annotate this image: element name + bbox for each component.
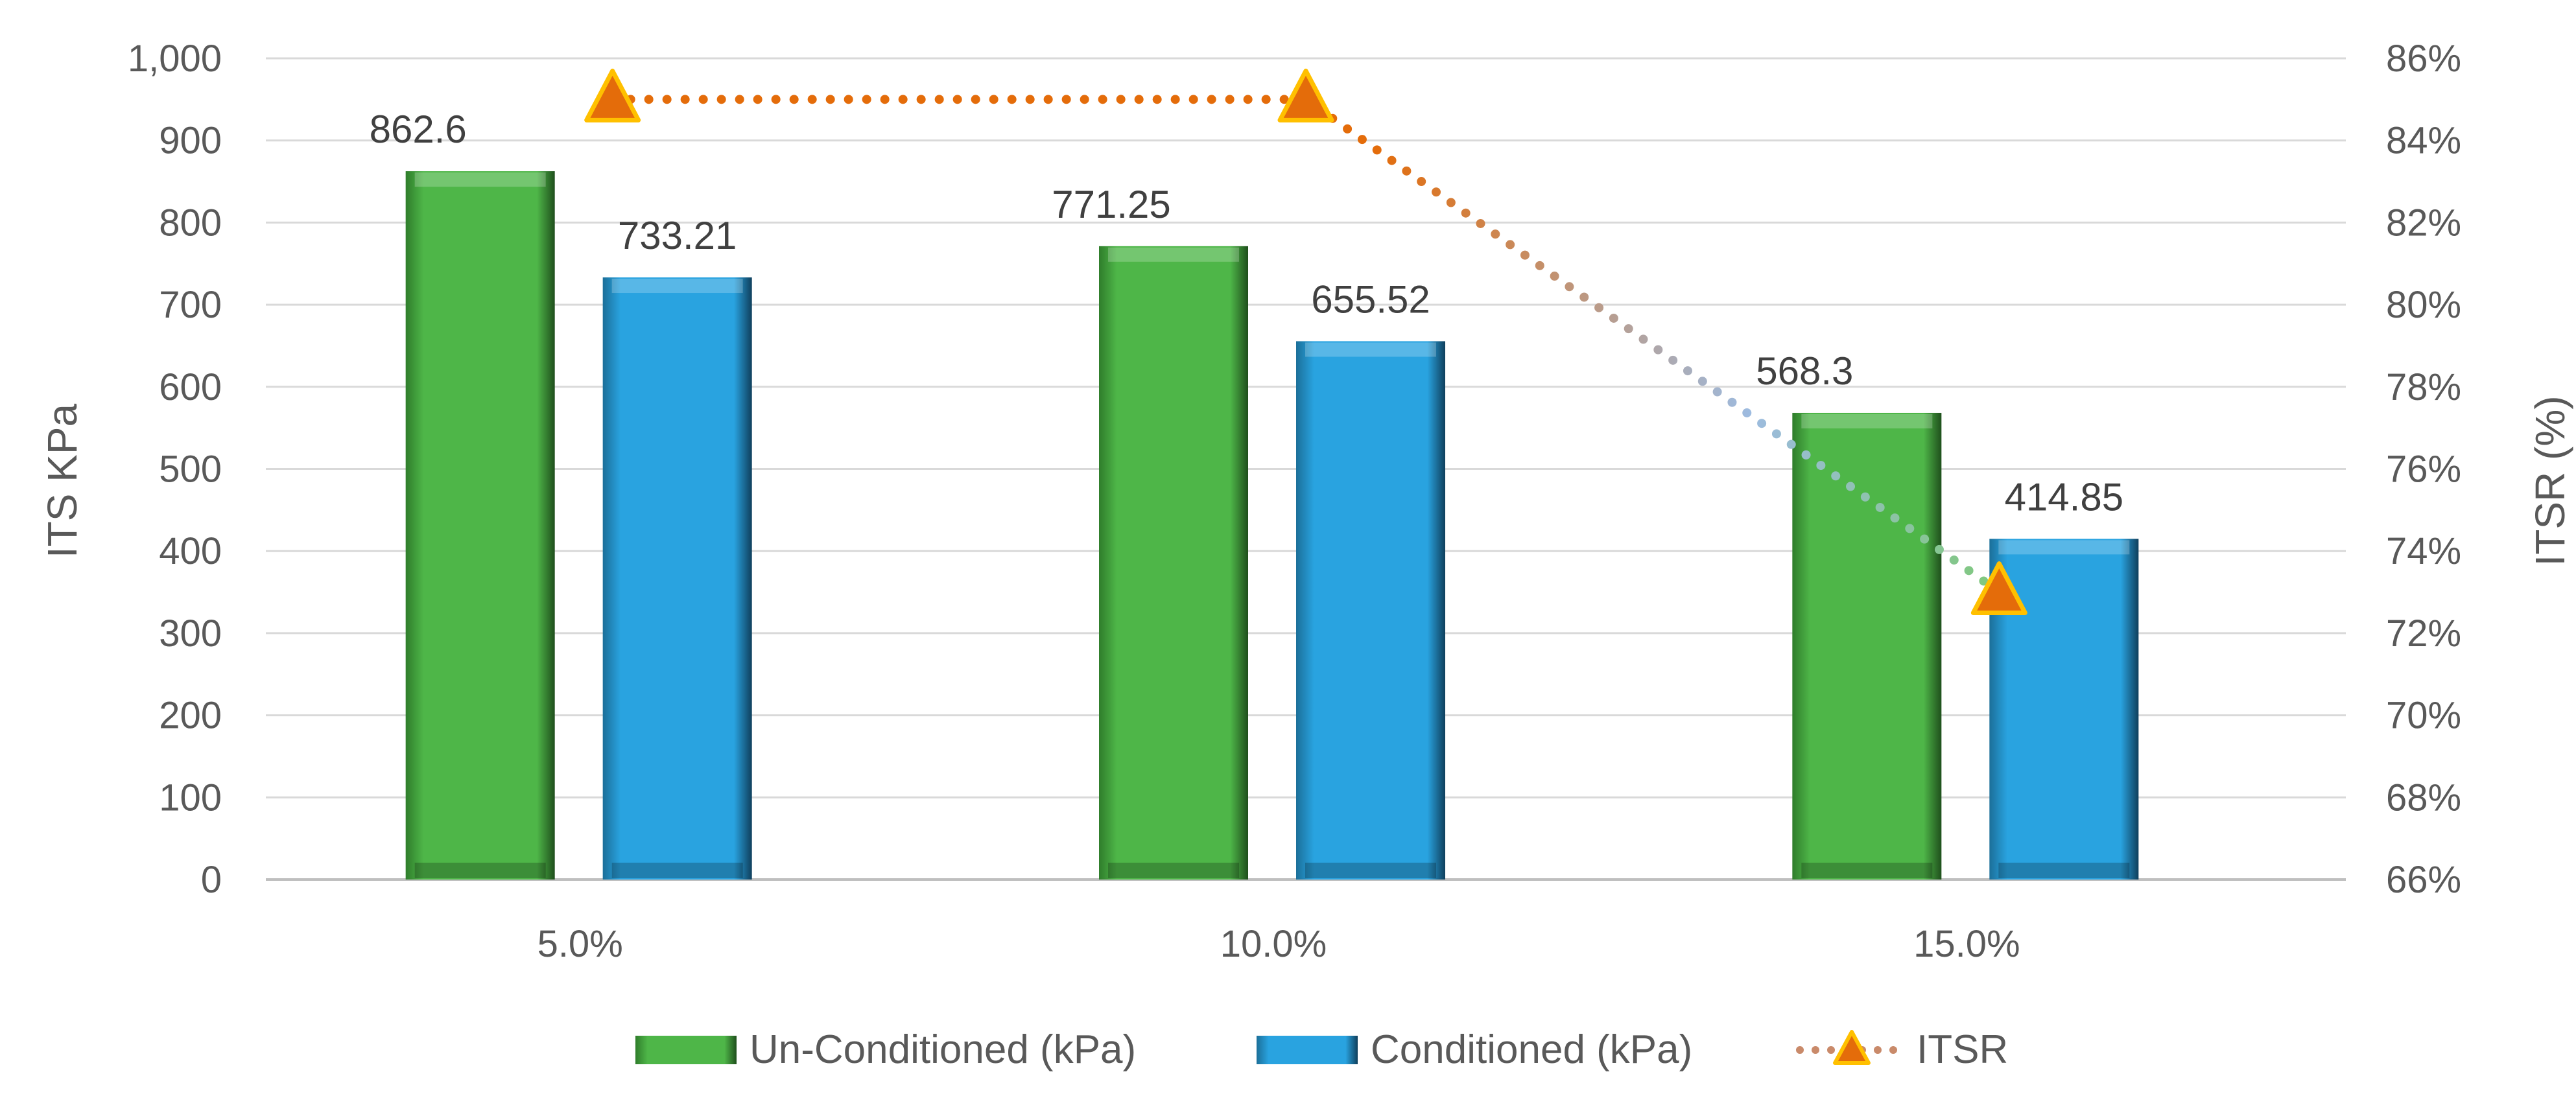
bar-conditioned-bevel-top [1998, 540, 2130, 555]
legend: Un-Conditioned (kPa) Conditioned (kPa) I… [635, 1027, 2008, 1072]
bar-unconditioned-bevel-top [1801, 414, 1933, 428]
y-axis-title: ITS KPa [39, 403, 86, 558]
bar-unconditioned [1792, 412, 1942, 880]
y2-tick-label: 72% [2386, 612, 2461, 655]
bar-data-label: 655.52 [1311, 277, 1430, 321]
legend-swatch-itsr-marker [1833, 1030, 1871, 1065]
y2-tick-label: 74% [2386, 530, 2461, 572]
y2-tick-label: 68% [2386, 776, 2461, 819]
bar-conditioned-bevel-bottom [611, 863, 743, 878]
bar-data-label: 414.85 [2005, 475, 2124, 519]
x-tick-label: 5.0% [538, 923, 623, 965]
y2-tick-label: 66% [2386, 859, 2461, 901]
y-tick-label: 800 [159, 202, 222, 244]
x-axis-ticks: 5.0% 10.0% 15.0% [538, 923, 2020, 965]
y2-tick-label: 86% [2386, 38, 2461, 80]
bar-conditioned-bevel-bottom [1305, 863, 1436, 878]
y2-axis-title: ITSR (%) [2527, 395, 2573, 566]
bar-unconditioned-bevel-top [414, 172, 546, 187]
y2-tick-label: 84% [2386, 120, 2461, 162]
bar-unconditioned-bevel-bottom [1801, 863, 1933, 878]
bar-conditioned [602, 277, 752, 880]
y-tick-label: 900 [159, 120, 222, 162]
bar-conditioned-bevel-bottom [1998, 863, 2130, 878]
legend-label-unconditioned: Un-Conditioned (kPa) [750, 1027, 1136, 1072]
bar-unconditioned-bevel-top [1108, 247, 1239, 262]
bar-data-label: 733.21 [618, 214, 737, 257]
y-tick-label: 600 [159, 366, 222, 408]
y2-tick-label: 80% [2386, 284, 2461, 326]
y-tick-label: 100 [159, 776, 222, 819]
y2-tick-label: 82% [2386, 202, 2461, 244]
legend-swatch-conditioned [1257, 1036, 1358, 1064]
itsr-marker [1970, 561, 2027, 616]
y2-axis-ticks: 66% 68% 70% 72% 74% 76% 78% 80% 82% 84% 86% [2386, 38, 2461, 901]
bar-unconditioned-bevel-bottom [1108, 863, 1239, 878]
y2-tick-label: 76% [2386, 449, 2461, 491]
y-tick-label: 700 [159, 284, 222, 326]
itsr-marker [1277, 68, 1334, 122]
y-tick-label: 400 [159, 530, 222, 572]
bar-unconditioned [1099, 246, 1248, 880]
bars [405, 171, 2139, 880]
y-tick-label: 1,000 [128, 38, 222, 80]
legend-item-unconditioned: Un-Conditioned (kPa) [635, 1027, 1136, 1072]
bar-data-label: 862.6 [370, 108, 467, 151]
y-tick-label: 200 [159, 695, 222, 737]
y2-tick-label: 70% [2386, 695, 2461, 737]
legend-item-itsr: ITSR [1796, 1027, 2008, 1072]
x-tick-label: 15.0% [1913, 923, 2020, 965]
bar-conditioned [1296, 341, 1445, 880]
legend-item-conditioned: Conditioned (kPa) [1257, 1027, 1692, 1072]
y-tick-label: 0 [201, 859, 222, 901]
y2-tick-label: 78% [2386, 366, 2461, 408]
legend-label-itsr: ITSR [1917, 1027, 2008, 1072]
bar-data-label: 568.3 [1756, 349, 1853, 393]
x-tick-label: 10.0% [1220, 923, 1327, 965]
y-axis-ticks: 0 100 200 300 400 500 600 700 800 900 1,000 [128, 38, 222, 901]
itsr-series [584, 68, 2027, 616]
y-tick-label: 500 [159, 449, 222, 491]
itsr-marker [584, 68, 641, 122]
bar-conditioned-bevel-top [611, 279, 743, 294]
legend-swatch-unconditioned [635, 1036, 737, 1064]
y-tick-label: 300 [159, 612, 222, 655]
legend-label-conditioned: Conditioned (kPa) [1371, 1027, 1692, 1072]
bar-unconditioned-bevel-bottom [414, 863, 546, 878]
bar-conditioned-bevel-top [1305, 342, 1436, 357]
bar-data-label: 771.25 [1052, 183, 1171, 226]
bar-data-labels: 862.6 771.25 568.3 733.21 655.52 414.85 [370, 108, 2124, 519]
bar-unconditioned [405, 171, 555, 880]
